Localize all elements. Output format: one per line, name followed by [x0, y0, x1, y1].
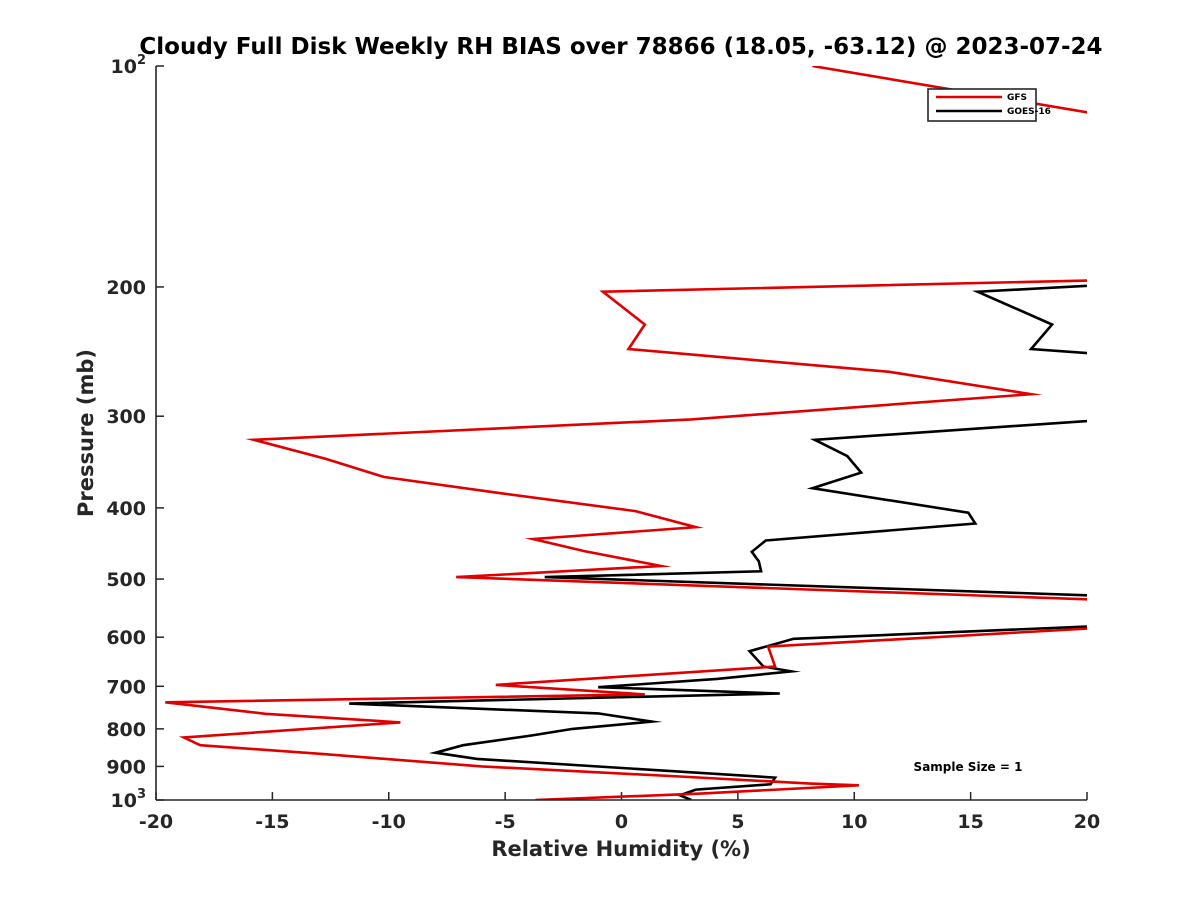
y-tick-label-power: 102 [111, 53, 147, 78]
y-tick-label: 900 [106, 756, 146, 778]
sample-size-annotation: Sample Size = 1 [914, 760, 1023, 774]
chart-title: Cloudy Full Disk Weekly RH BIAS over 788… [139, 34, 1102, 60]
x-axis-label: Relative Humidity (%) [491, 837, 750, 861]
series-line-goes16 [349, 284, 1087, 800]
legend-label-goes16: GOES-16 [1007, 107, 1051, 117]
x-tick-label: 5 [731, 811, 744, 833]
y-tick-label: 400 [106, 498, 146, 520]
y-tick-label: 300 [106, 406, 146, 428]
x-tick-label: -5 [495, 811, 516, 833]
y-tick-label: 500 [106, 569, 146, 591]
x-tick-label: 20 [1074, 811, 1100, 833]
y-tick-label: 800 [106, 719, 146, 741]
legend-label-gfs: GFS [1007, 93, 1027, 103]
legend-box [927, 88, 1037, 122]
y-tick-label-power: 103 [111, 787, 147, 812]
x-axis-ticks: -20 -15 -10 -5 0 5 10 15 20 [139, 792, 1100, 833]
x-tick-label: -10 [372, 811, 406, 833]
y-tick-label: 200 [106, 277, 146, 299]
y-axis-label: Pressure (mb) [74, 349, 98, 517]
x-tick-label: -15 [255, 811, 289, 833]
legend: GFS GOES-16 [927, 88, 1051, 122]
x-tick-label: 15 [957, 811, 983, 833]
x-tick-label: 0 [615, 811, 628, 833]
series-layer [165, 66, 1087, 800]
series-line-gfs [165, 66, 1087, 800]
x-tick-label: 10 [841, 811, 867, 833]
y-tick-label: 600 [106, 627, 146, 649]
x-tick-label: -20 [139, 811, 173, 833]
y-tick-label: 700 [106, 676, 146, 698]
y-axis-ticks: 200 300 400 500 600 700 800 900 102 103 [106, 53, 164, 812]
